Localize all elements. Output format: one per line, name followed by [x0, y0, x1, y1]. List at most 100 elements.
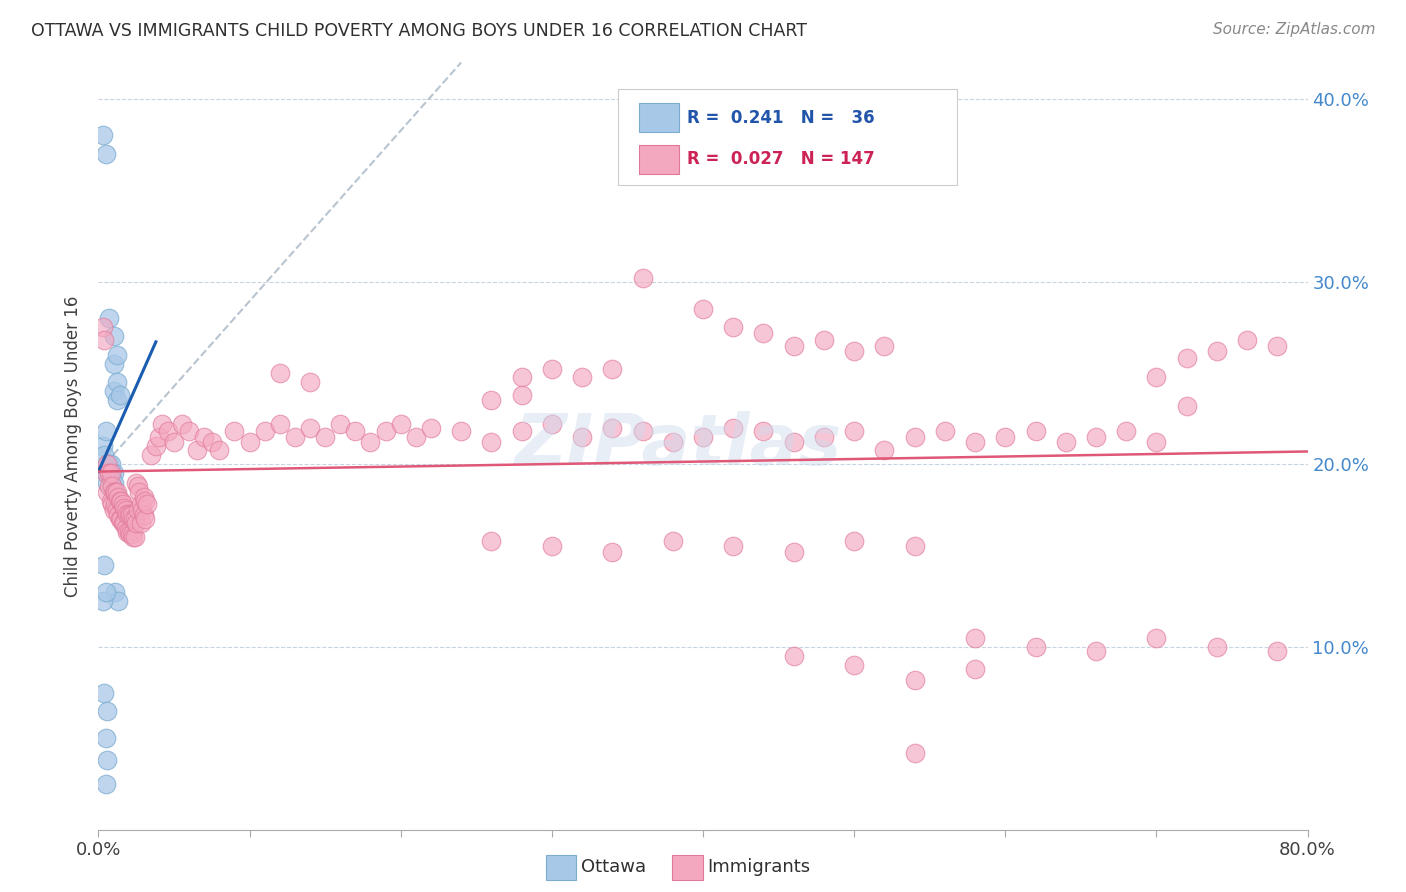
Point: [100, 457, 122, 471]
Point: [118, 524, 141, 539]
Point: [965, 631, 987, 645]
Point: [1236, 333, 1258, 347]
Point: [723, 320, 745, 334]
Point: [98, 467, 121, 481]
Point: [94, 467, 117, 481]
Point: [510, 369, 533, 384]
Point: [1054, 435, 1077, 450]
Point: [150, 417, 173, 431]
Point: [91, 439, 114, 453]
Point: [94, 585, 117, 599]
Point: [752, 425, 775, 439]
Point: [844, 425, 866, 439]
Point: [934, 425, 956, 439]
Point: [94, 467, 117, 481]
Point: [1206, 640, 1229, 654]
Point: [101, 498, 124, 512]
Point: [284, 430, 307, 444]
Bar: [638, 103, 679, 132]
Point: [100, 467, 122, 481]
Point: [299, 421, 322, 435]
Point: [101, 475, 124, 490]
Point: [783, 545, 806, 559]
Point: [450, 425, 472, 439]
Point: [405, 430, 427, 444]
Point: [121, 526, 143, 541]
Point: [98, 467, 121, 481]
Point: [129, 498, 152, 512]
Point: [224, 425, 246, 439]
Point: [121, 508, 143, 523]
Point: [904, 430, 927, 444]
Text: Source: ZipAtlas.com: Source: ZipAtlas.com: [1212, 22, 1375, 37]
Point: [96, 457, 118, 471]
Point: [148, 430, 170, 444]
Point: [813, 430, 835, 444]
Point: [844, 344, 866, 359]
Point: [115, 507, 138, 521]
Point: [602, 545, 624, 559]
Point: [103, 475, 125, 490]
Point: [107, 508, 129, 523]
Point: [96, 467, 118, 481]
Point: [94, 731, 117, 746]
Text: R =  0.241   N =   36: R = 0.241 N = 36: [688, 109, 875, 127]
Point: [103, 384, 125, 399]
Point: [481, 533, 503, 548]
Point: [1267, 338, 1289, 352]
Point: [571, 430, 593, 444]
Point: [104, 498, 127, 512]
Point: [1115, 425, 1137, 439]
Point: [965, 435, 987, 450]
Point: [104, 484, 127, 499]
Point: [510, 425, 533, 439]
Point: [420, 421, 443, 435]
Point: [540, 417, 562, 431]
Point: [1267, 643, 1289, 657]
Point: [269, 366, 291, 380]
Point: [103, 503, 125, 517]
Point: [540, 362, 562, 376]
Point: [114, 503, 136, 517]
Point: [104, 585, 127, 599]
Point: [98, 457, 121, 471]
Point: [105, 393, 128, 408]
Point: [94, 777, 117, 791]
Point: [105, 348, 128, 362]
Point: [96, 704, 118, 718]
Point: [208, 442, 231, 457]
Point: [156, 425, 179, 439]
Point: [783, 648, 806, 663]
Point: [602, 421, 624, 435]
Point: [93, 448, 115, 462]
Point: [723, 540, 745, 554]
Point: [108, 388, 131, 402]
Point: [661, 435, 683, 450]
Point: [108, 493, 131, 508]
Text: ZIPatlas: ZIPatlas: [515, 411, 842, 481]
Point: [93, 558, 115, 572]
Point: [96, 475, 118, 490]
Point: [134, 512, 156, 526]
Point: [1144, 435, 1167, 450]
Point: [125, 475, 148, 490]
Point: [1024, 425, 1046, 439]
Point: [1024, 640, 1046, 654]
Point: [314, 430, 336, 444]
Point: [103, 329, 125, 343]
Point: [120, 526, 142, 541]
Point: [128, 484, 150, 499]
Point: [253, 425, 276, 439]
Text: Ottawa: Ottawa: [581, 858, 645, 876]
Point: [103, 484, 125, 499]
Point: [98, 479, 121, 493]
Point: [103, 357, 125, 371]
Point: [91, 128, 114, 143]
Point: [692, 430, 714, 444]
Point: [360, 435, 382, 450]
Point: [114, 521, 136, 535]
Point: [873, 338, 896, 352]
Point: [112, 501, 135, 516]
Point: [571, 369, 593, 384]
Point: [1175, 351, 1198, 366]
